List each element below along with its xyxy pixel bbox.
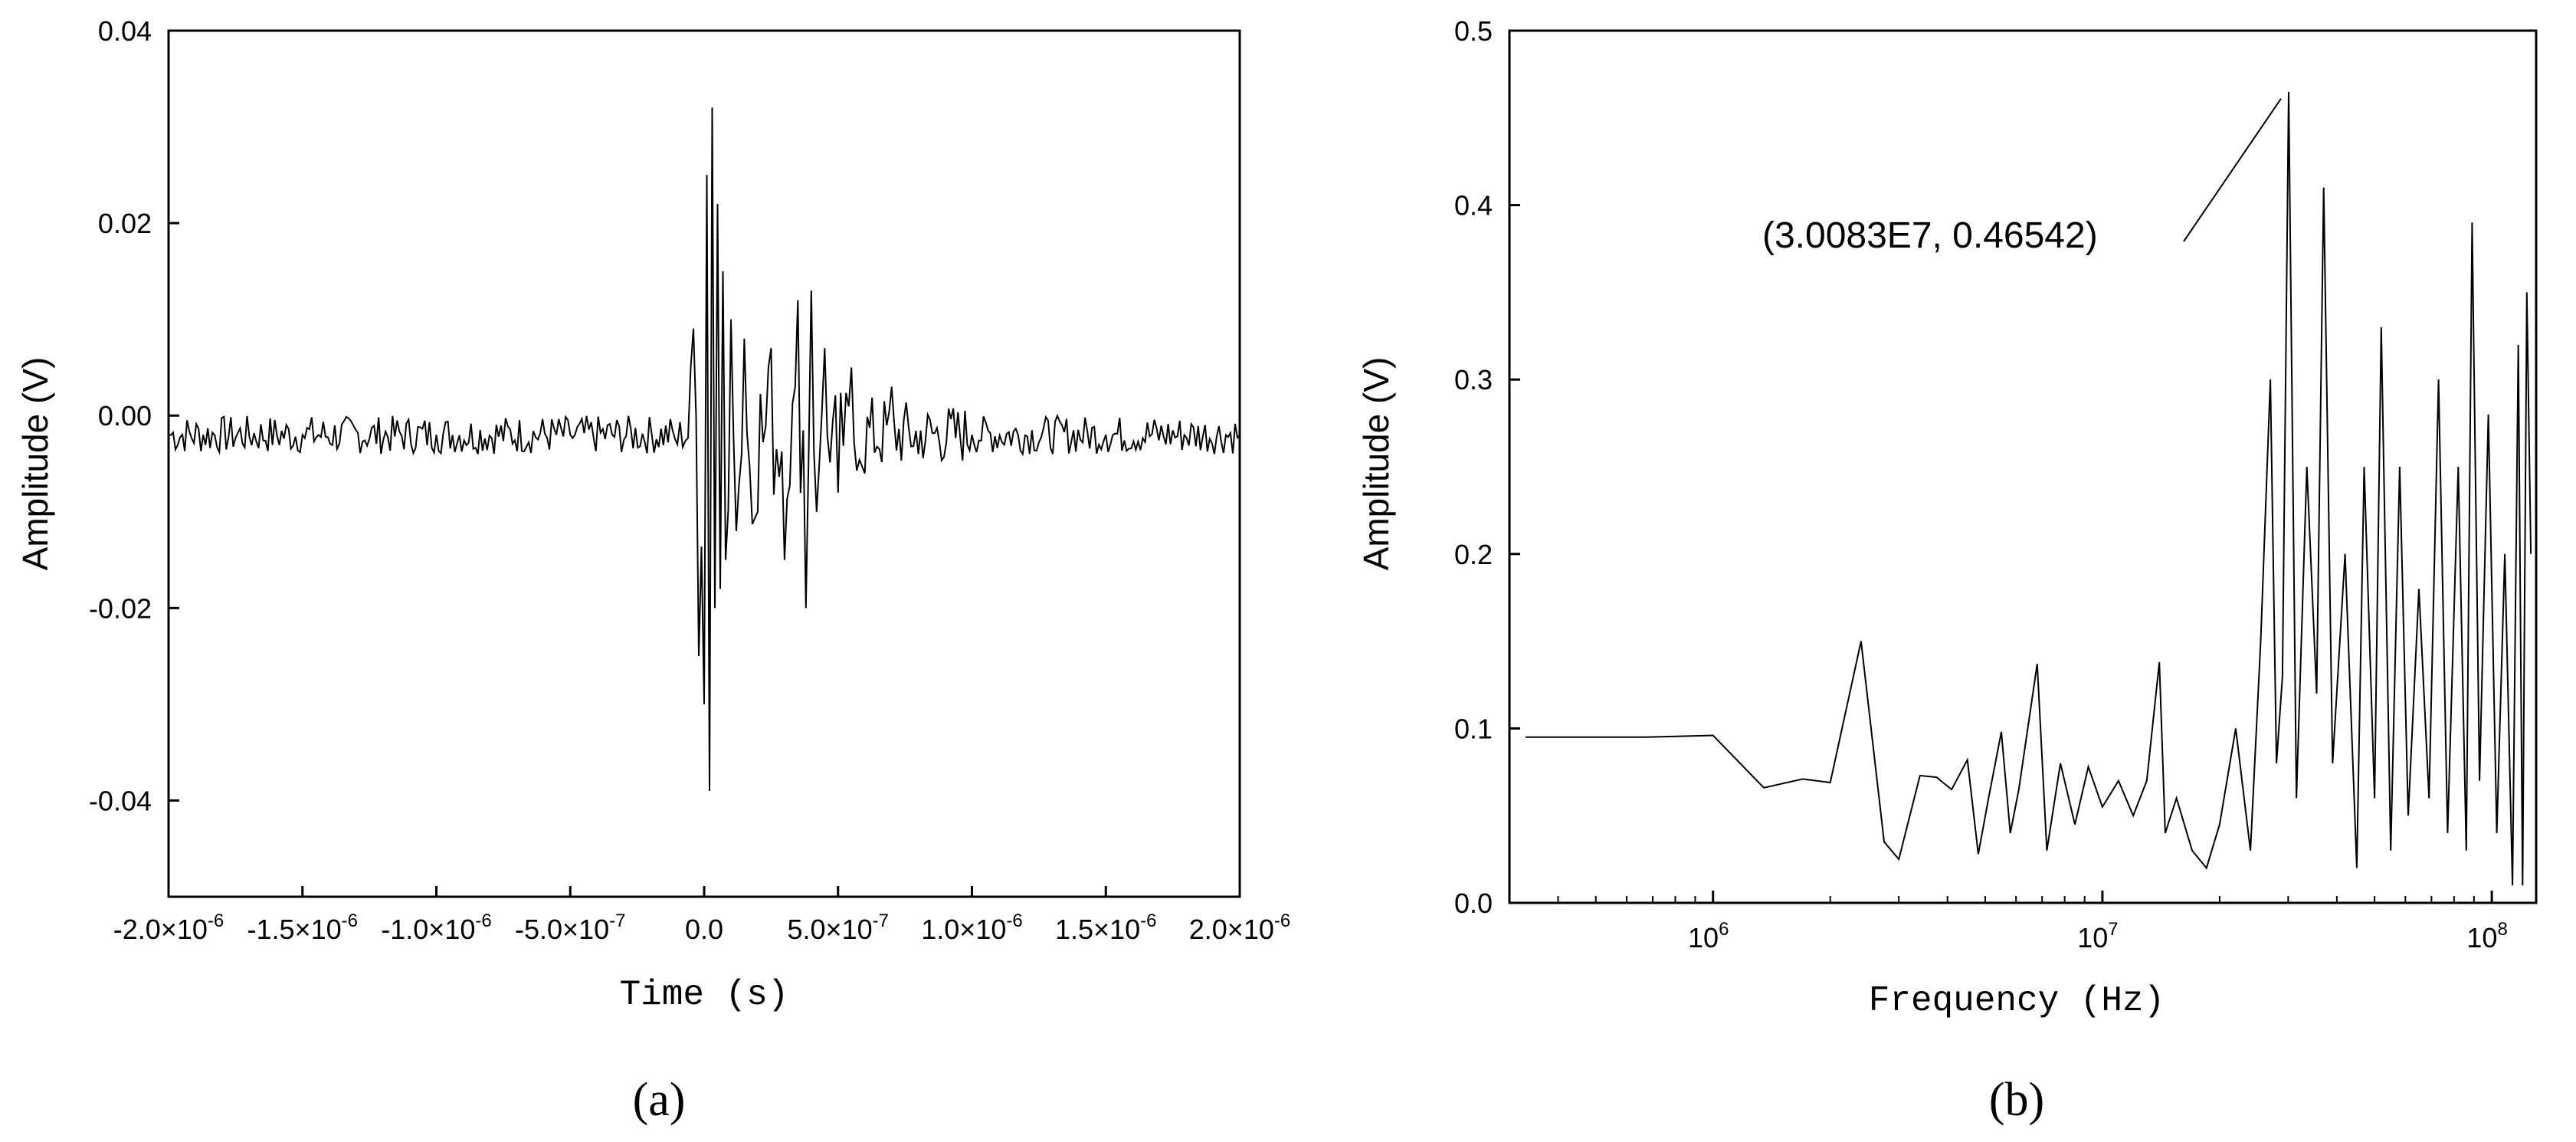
- x-tick-label-a: 5.0×10-7: [788, 911, 889, 945]
- x-axis-title-a: Time (s): [620, 975, 789, 1015]
- y-tick-label-b: 0.2: [1454, 539, 1493, 570]
- x-tick-label-a: -1.5×10-6: [247, 911, 358, 945]
- plot-frame-a: [167, 29, 1241, 898]
- chart-b: 106 107 108 0.0 0.1 0.2 0.3 0.4 0.5 (3.0083E7, …: [1356, 15, 2538, 1126]
- y-axis-title-b: Amplitude (V): [1356, 357, 1396, 571]
- chart-a: -2.0×10-6 -1.5×10-6 -1.0×10-6 -5.0×10-7 0.0 5…: [15, 15, 1290, 1126]
- annotation-leader-b: [2183, 98, 2282, 242]
- panel-label-a: (a): [633, 1074, 686, 1126]
- x-tick-label-a: 2.0×10-6: [1189, 911, 1290, 945]
- x-axis-ticks-b: 106 107 108: [1509, 891, 2508, 953]
- annotation-b: (3.0083E7, 0.46542): [1762, 215, 2098, 256]
- x-tick-label-b: 106: [1688, 919, 1729, 953]
- y-tick-label-b: 0.4: [1454, 190, 1493, 222]
- y-tick-label-a: 0.04: [98, 15, 152, 47]
- x-axis-title-b: Frequency (Hz): [1869, 981, 2165, 1021]
- y-tick-label-b: 0.0: [1454, 888, 1493, 919]
- series-line-b: [1526, 91, 2532, 886]
- x-tick-label-a: -5.0×10-7: [515, 911, 625, 945]
- y-tick-label-a: 0.00: [98, 400, 152, 432]
- y-axis-title-a: Amplitude (V): [15, 357, 55, 571]
- y-axis-ticks-b: 0.0 0.1 0.2 0.3 0.4 0.5: [1454, 15, 1520, 919]
- y-tick-label-a: 0.02: [98, 208, 152, 239]
- x-tick-label-a: 1.0×10-6: [921, 911, 1022, 945]
- panel-label-b: (b): [1989, 1074, 2044, 1126]
- y-tick-label-b: 0.5: [1454, 15, 1493, 47]
- y-tick-label-b: 0.3: [1454, 364, 1493, 395]
- y-tick-label-b: 0.1: [1454, 713, 1493, 744]
- x-axis-ticks-a: -2.0×10-6 -1.5×10-6 -1.0×10-6 -5.0×10-7 0.0 5…: [113, 886, 1290, 945]
- x-tick-label-b: 108: [2466, 919, 2507, 953]
- series-line-a: [168, 107, 1240, 791]
- y-tick-label-a: -0.04: [89, 785, 152, 816]
- x-tick-label-b: 107: [2077, 919, 2118, 953]
- y-axis-ticks-a: 0.04 0.02 0.00 -0.02 -0.04: [89, 15, 179, 816]
- x-tick-label-a: -2.0×10-6: [113, 911, 224, 945]
- plot-frame-b: [1508, 29, 2538, 904]
- x-tick-label-a: 0.0: [685, 914, 723, 945]
- x-tick-label-a: 1.5×10-6: [1055, 911, 1156, 945]
- y-tick-label-a: -0.02: [89, 592, 152, 624]
- x-tick-label-a: -1.0×10-6: [381, 911, 491, 945]
